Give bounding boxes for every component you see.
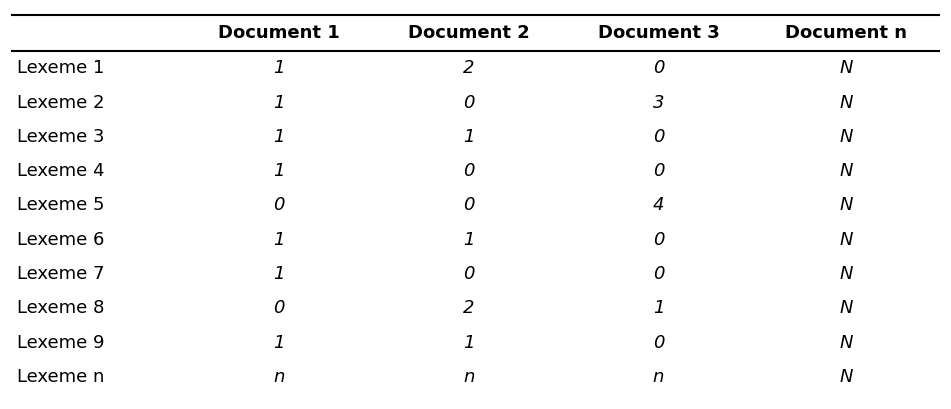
Text: 1: 1: [273, 231, 284, 249]
Text: 4: 4: [652, 196, 664, 214]
Text: N: N: [840, 196, 853, 214]
Text: Lexeme 7: Lexeme 7: [17, 265, 105, 283]
Text: Lexeme 5: Lexeme 5: [17, 196, 105, 214]
Text: 1: 1: [273, 59, 284, 77]
Text: N: N: [840, 59, 853, 77]
Text: 1: 1: [463, 231, 475, 249]
Text: N: N: [840, 265, 853, 283]
Text: Lexeme 8: Lexeme 8: [17, 299, 105, 317]
Text: 0: 0: [463, 196, 475, 214]
Text: 0: 0: [463, 94, 475, 112]
Text: 0: 0: [652, 334, 664, 352]
Text: 0: 0: [463, 162, 475, 180]
Text: Lexeme 4: Lexeme 4: [17, 162, 105, 180]
Text: Lexeme 3: Lexeme 3: [17, 128, 105, 146]
Text: Lexeme n: Lexeme n: [17, 368, 105, 386]
Text: Document 2: Document 2: [408, 24, 530, 42]
Text: Lexeme 9: Lexeme 9: [17, 334, 105, 352]
Text: 0: 0: [273, 196, 284, 214]
Text: 0: 0: [463, 265, 475, 283]
Text: N: N: [840, 128, 853, 146]
Text: Document n: Document n: [786, 24, 907, 42]
Text: 3: 3: [652, 94, 664, 112]
Text: N: N: [840, 368, 853, 386]
Text: 1: 1: [273, 128, 284, 146]
Text: n: n: [273, 368, 284, 386]
Text: Document 3: Document 3: [597, 24, 719, 42]
Text: 0: 0: [652, 59, 664, 77]
Text: N: N: [840, 334, 853, 352]
Text: 0: 0: [273, 299, 284, 317]
Text: N: N: [840, 299, 853, 317]
Text: 0: 0: [652, 162, 664, 180]
Text: 0: 0: [652, 265, 664, 283]
Text: 1: 1: [273, 162, 284, 180]
Text: N: N: [840, 162, 853, 180]
Text: 2: 2: [463, 299, 475, 317]
Text: n: n: [463, 368, 475, 386]
Text: 1: 1: [652, 299, 664, 317]
Text: 0: 0: [652, 128, 664, 146]
Text: n: n: [652, 368, 664, 386]
Text: 1: 1: [273, 265, 284, 283]
Text: 1: 1: [463, 334, 475, 352]
Text: Lexeme 2: Lexeme 2: [17, 94, 105, 112]
Text: 2: 2: [463, 59, 475, 77]
Text: 1: 1: [463, 128, 475, 146]
Text: Lexeme 1: Lexeme 1: [17, 59, 105, 77]
Text: Document 1: Document 1: [218, 24, 340, 42]
Text: N: N: [840, 231, 853, 249]
Text: 1: 1: [273, 334, 284, 352]
Text: N: N: [840, 94, 853, 112]
Text: 0: 0: [652, 231, 664, 249]
Text: Lexeme 6: Lexeme 6: [17, 231, 105, 249]
Text: 1: 1: [273, 94, 284, 112]
